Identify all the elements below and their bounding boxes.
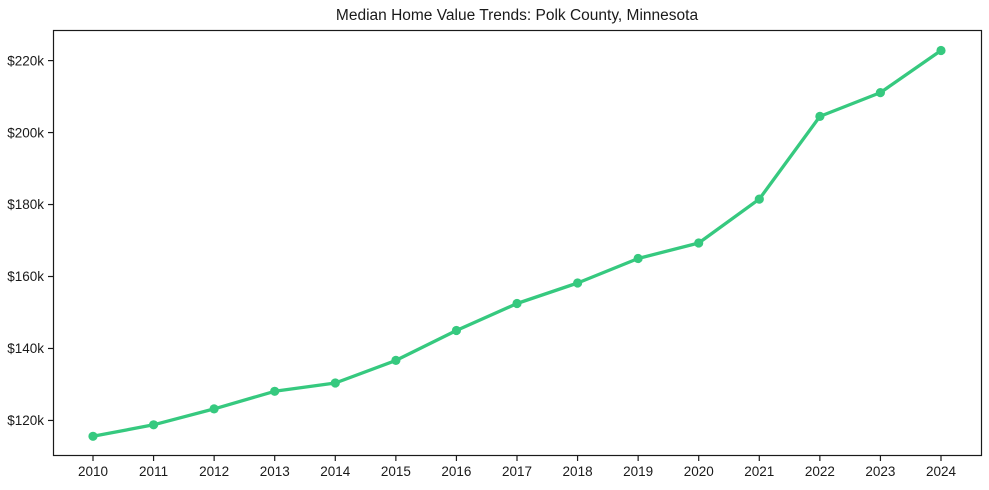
data-point-marker bbox=[88, 431, 98, 441]
data-point-marker bbox=[209, 404, 219, 414]
data-point-marker bbox=[815, 111, 825, 121]
data-point-marker bbox=[936, 45, 946, 56]
x-tick-label: 2013 bbox=[260, 464, 290, 479]
y-tick-label: $140k bbox=[7, 341, 44, 356]
x-tick-label: 2015 bbox=[381, 464, 411, 479]
x-tick-label: 2011 bbox=[139, 464, 168, 479]
data-point-marker bbox=[270, 386, 280, 396]
x-tick-label: 2020 bbox=[684, 464, 714, 479]
chart-title: Median Home Value Trends: Polk County, M… bbox=[335, 7, 699, 24]
plot-border bbox=[52, 29, 983, 457]
x-tick-label: 2019 bbox=[623, 464, 653, 479]
x-tick-label: 2016 bbox=[441, 464, 471, 479]
y-tick-label: $160k bbox=[7, 269, 44, 284]
x-tick-label: 2022 bbox=[805, 464, 835, 479]
y-tick-label: $220k bbox=[7, 53, 44, 68]
x-tick-label: 2018 bbox=[563, 464, 593, 479]
data-point-marker bbox=[633, 253, 643, 264]
data-point-marker bbox=[330, 378, 340, 388]
data-point-marker bbox=[149, 420, 159, 430]
data-point-marker bbox=[694, 238, 704, 248]
x-tick-label: 2010 bbox=[78, 464, 108, 479]
x-tick-label: 2021 bbox=[744, 464, 774, 479]
data-point-marker bbox=[391, 355, 401, 365]
x-tick-label: 2012 bbox=[199, 464, 229, 479]
data-point-marker bbox=[754, 194, 764, 204]
data-line bbox=[91, 48, 943, 438]
y-tick-label: $120k bbox=[7, 413, 44, 428]
x-tick-label: 2024 bbox=[926, 464, 957, 479]
data-point-marker bbox=[512, 298, 522, 309]
x-tick-label: 2023 bbox=[865, 464, 895, 479]
data-point-marker bbox=[875, 88, 886, 98]
data-point-marker bbox=[573, 278, 583, 288]
x-tick-label: 2017 bbox=[502, 464, 532, 479]
y-tick-label: $200k bbox=[7, 125, 44, 140]
y-tick-label: $180k bbox=[7, 197, 44, 212]
x-tick-label: 2014 bbox=[320, 464, 351, 479]
data-point-marker bbox=[451, 325, 461, 336]
